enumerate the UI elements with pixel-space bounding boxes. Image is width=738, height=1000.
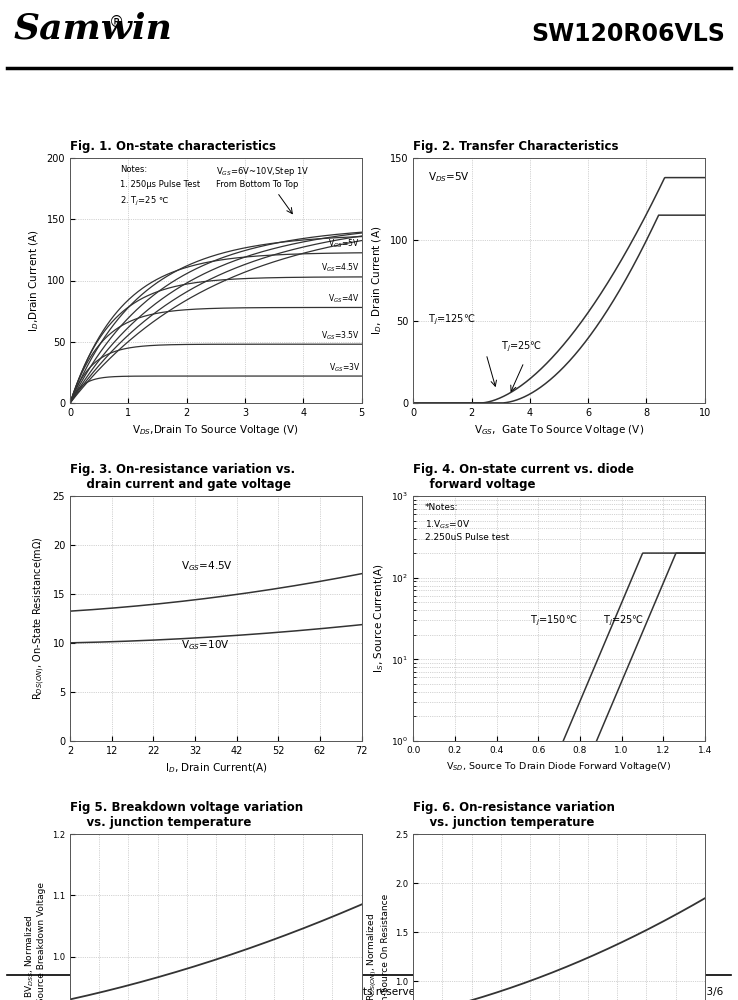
X-axis label: V$_{DS}$,Drain To Source Voltage (V): V$_{DS}$,Drain To Source Voltage (V) (133, 423, 299, 437)
Text: T$_j$=125℃: T$_j$=125℃ (428, 312, 475, 327)
Y-axis label: I$_D$,  Drain Current (A): I$_D$, Drain Current (A) (370, 226, 384, 335)
Text: Fig. 1. On-state characteristics: Fig. 1. On-state characteristics (70, 140, 276, 153)
Text: 2.250uS Pulse test: 2.250uS Pulse test (425, 533, 509, 542)
Text: SW120R06VLS: SW120R06VLS (531, 22, 725, 46)
Text: From Bottom To Top: From Bottom To Top (216, 180, 298, 189)
Text: V$_{GS}$=6V~10V,Step 1V: V$_{GS}$=6V~10V,Step 1V (216, 165, 309, 178)
Text: 1. 250μs Pulse Test: 1. 250μs Pulse Test (120, 180, 200, 189)
Text: Fig. 2. Transfer Characteristics: Fig. 2. Transfer Characteristics (413, 140, 618, 153)
Y-axis label: I$_D$,Drain Current (A): I$_D$,Drain Current (A) (27, 229, 41, 332)
Text: Copyright@ Semipower Technology Co., Ltd. All rights reserved.: Copyright@ Semipower Technology Co., Ltd… (92, 987, 425, 997)
X-axis label: I$_D$, Drain Current(A): I$_D$, Drain Current(A) (165, 761, 267, 775)
Y-axis label: BV$_{DSS}$, Normalized
Drain-Source Breakdown Voltage: BV$_{DSS}$, Normalized Drain-Source Brea… (24, 882, 46, 1000)
Y-axis label: R$_{DS(ON)}$, Normalized
Drain-Source On Resistance: R$_{DS(ON)}$, Normalized Drain-Source On… (365, 893, 390, 1000)
Text: Fig. 4. On-state current vs. diode
    forward voltage: Fig. 4. On-state current vs. diode forwa… (413, 463, 634, 491)
Text: Fig. 6. On-resistance variation
    vs. junction temperature: Fig. 6. On-resistance variation vs. junc… (413, 801, 615, 829)
Y-axis label: I$_S$, Source Current(A): I$_S$, Source Current(A) (372, 564, 386, 673)
Text: Fig 5. Breakdown voltage variation
    vs. junction temperature: Fig 5. Breakdown voltage variation vs. j… (70, 801, 303, 829)
Text: V$_{GS}$=4.5V: V$_{GS}$=4.5V (321, 262, 360, 274)
Text: V$_{GS}$=4V: V$_{GS}$=4V (328, 292, 360, 305)
X-axis label: V$_{SD}$, Source To Drain Diode Forward Voltage(V): V$_{SD}$, Source To Drain Diode Forward … (446, 760, 672, 773)
Text: ®: ® (109, 15, 125, 30)
Y-axis label: R$_{DS(ON)}$, On-State Resistance(mΩ): R$_{DS(ON)}$, On-State Resistance(mΩ) (32, 537, 47, 700)
X-axis label: V$_{GS}$,  Gate To Source Voltage (V): V$_{GS}$, Gate To Source Voltage (V) (474, 423, 644, 437)
Text: *Notes:: *Notes: (425, 503, 458, 512)
Text: Notes:: Notes: (120, 165, 147, 174)
Text: 2. T$_j$=25 ℃: 2. T$_j$=25 ℃ (120, 195, 168, 208)
Text: T$_j$=25℃: T$_j$=25℃ (501, 339, 542, 354)
Text: 1.V$_{GS}$=0V: 1.V$_{GS}$=0V (425, 518, 470, 531)
Text: T$_j$=150℃: T$_j$=150℃ (530, 614, 577, 628)
Text: Samwin: Samwin (13, 11, 172, 45)
Text: V$_{GS}$=3V: V$_{GS}$=3V (328, 361, 360, 374)
Text: V$_{DS}$=5V: V$_{DS}$=5V (428, 170, 470, 184)
Text: V$_{GS}$=3.5V: V$_{GS}$=3.5V (321, 329, 360, 342)
Text: Aug. 2023. Rev. 0.5    3/6: Aug. 2023. Rev. 0.5 3/6 (592, 987, 723, 997)
Text: V$_{GS}$=4.5V: V$_{GS}$=4.5V (181, 560, 232, 573)
Text: T$_j$=25℃: T$_j$=25℃ (603, 614, 644, 628)
Text: V$_{GS}$=5V: V$_{GS}$=5V (328, 237, 360, 250)
Text: Fig. 3. On-resistance variation vs.
    drain current and gate voltage: Fig. 3. On-resistance variation vs. drai… (70, 463, 295, 491)
Text: V$_{GS}$=10V: V$_{GS}$=10V (181, 638, 230, 652)
